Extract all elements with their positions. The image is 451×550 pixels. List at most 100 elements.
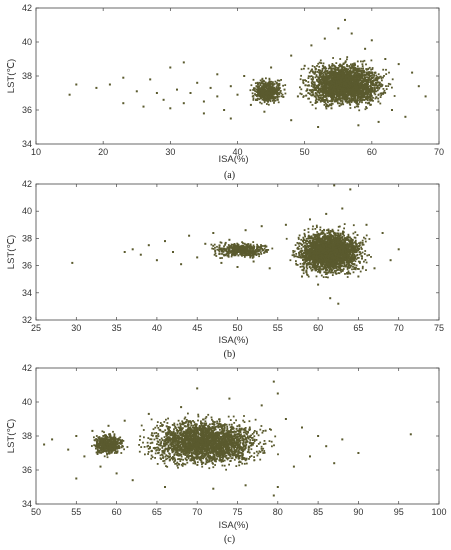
scatter-point <box>306 88 309 91</box>
scatter-point <box>332 57 334 59</box>
scatter-point <box>358 67 361 70</box>
scatter-point <box>362 69 364 72</box>
scatter-point <box>364 240 367 243</box>
scatter-point <box>256 95 258 97</box>
scatter-point <box>273 83 276 85</box>
scatter-point <box>346 63 348 66</box>
scatter-point <box>339 92 341 94</box>
scatter-point <box>361 63 364 66</box>
scatter-point <box>318 243 321 246</box>
scatter-point <box>338 81 340 84</box>
scatter-point <box>343 79 346 82</box>
scatter-point <box>367 77 370 80</box>
scatter-point <box>319 243 322 246</box>
scatter-point <box>342 268 345 270</box>
scatter-point <box>326 261 329 263</box>
scatter-point <box>269 82 272 85</box>
scatter-point <box>355 91 358 94</box>
scatter-point <box>333 258 336 261</box>
scatter-point <box>352 242 354 244</box>
scatter-point <box>335 87 338 89</box>
scatter-point <box>340 84 343 87</box>
scatter-point <box>320 80 322 83</box>
scatter-point <box>275 81 278 84</box>
scatter-point <box>311 244 314 246</box>
scatter-point <box>324 82 327 84</box>
scatter-point <box>263 87 265 90</box>
scatter-point <box>347 77 349 80</box>
scatter-point <box>268 91 270 93</box>
scatter-point <box>340 256 343 259</box>
scatter-point <box>339 263 341 266</box>
scatter-point <box>354 69 357 72</box>
scatter-point <box>362 90 364 92</box>
scatter-point <box>337 229 340 232</box>
scatter-point <box>333 75 336 78</box>
scatter-point <box>335 99 337 101</box>
scatter-point <box>327 79 329 82</box>
scatter-point <box>338 239 340 242</box>
scatter-point <box>326 75 329 78</box>
scatter-point <box>376 89 379 92</box>
scatter-point <box>365 78 368 81</box>
scatter-point <box>319 100 322 103</box>
scatter-point <box>337 102 339 105</box>
scatter-point <box>357 68 359 71</box>
scatter-point <box>267 96 270 99</box>
scatter-point <box>327 86 329 89</box>
scatter-point <box>336 265 338 268</box>
scatter-point <box>364 85 367 87</box>
scatter-point <box>352 248 355 251</box>
scatter-point <box>122 102 125 105</box>
scatter-point <box>375 74 378 77</box>
scatter-point <box>316 94 319 97</box>
scatter-point <box>347 85 350 87</box>
scatter-point <box>359 260 361 263</box>
scatter-point <box>366 88 369 90</box>
scatter-point <box>304 235 306 238</box>
scatter-point <box>369 99 372 102</box>
scatter-point <box>373 74 375 76</box>
scatter-point <box>312 263 315 266</box>
scatter-point <box>329 94 332 96</box>
scatter-point <box>342 238 344 241</box>
scatter-point <box>336 101 339 104</box>
scatter-point <box>302 79 304 82</box>
scatter-point <box>357 94 359 97</box>
scatter-point <box>307 235 310 238</box>
scatter-point <box>251 92 254 95</box>
scatter-point <box>333 77 336 80</box>
scatter-point <box>349 266 352 268</box>
scatter-point <box>333 82 335 85</box>
scatter-point <box>345 75 347 78</box>
scatter-point <box>353 268 355 270</box>
scatter-point <box>342 91 344 94</box>
scatter-point <box>328 65 331 68</box>
scatter-point <box>299 242 302 245</box>
scatter-point <box>378 83 381 86</box>
scatter-point <box>343 69 346 72</box>
scatter-point <box>338 105 341 107</box>
scatter-point <box>272 86 274 89</box>
scatter-point <box>364 80 367 82</box>
scatter-point <box>108 83 111 86</box>
scatter-point <box>343 67 346 69</box>
scatter-point <box>359 92 362 94</box>
scatter-point <box>373 90 376 93</box>
scatter-point <box>340 269 342 271</box>
scatter-point <box>315 234 318 237</box>
scatter-point <box>356 77 359 80</box>
scatter-point <box>361 73 364 76</box>
scatter-point <box>337 92 340 94</box>
scatter-point <box>350 63 352 66</box>
scatter-point <box>368 75 371 77</box>
scatter-point <box>358 92 361 94</box>
scatter-point <box>263 97 265 100</box>
scatter-point <box>252 97 255 100</box>
scatter-point <box>319 81 322 84</box>
scatter-point <box>314 92 317 95</box>
scatter-point <box>328 83 330 86</box>
scatter-point <box>311 268 314 271</box>
scatter-point <box>361 86 364 89</box>
